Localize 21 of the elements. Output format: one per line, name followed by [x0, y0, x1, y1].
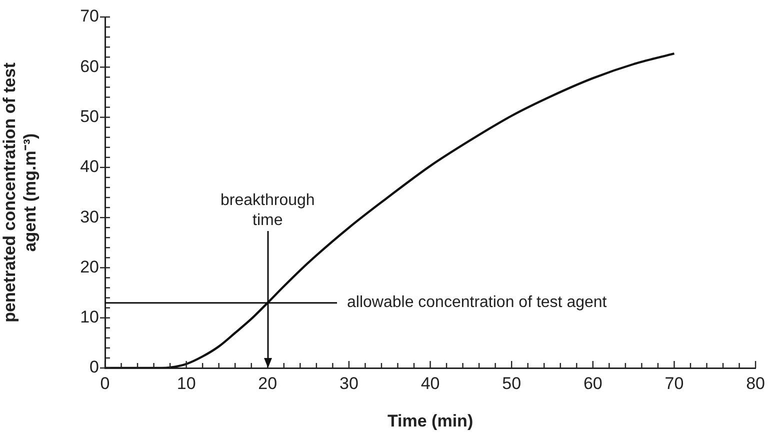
y-tick-label: 60: [80, 56, 99, 76]
y-tick-label: 70: [80, 6, 99, 26]
x-tick-label: 10: [176, 374, 196, 393]
y-tick-label: 30: [80, 207, 99, 226]
x-axis-title: Time (min): [387, 411, 474, 430]
y-tick-label: 0: [90, 358, 99, 377]
x-tick-label: 80: [746, 374, 766, 393]
x-tick-label: 30: [339, 374, 358, 393]
x-tick-label: 60: [583, 374, 602, 393]
x-tick-label: 40: [420, 374, 440, 393]
y-tick-label: 40: [80, 157, 99, 176]
y-tick-label: 10: [80, 308, 99, 327]
x-tick-label: 50: [502, 374, 522, 393]
x-tick-label: 70: [664, 374, 684, 393]
y-axis-title: penetrated concentration of test agent (mg.m⁻³): [0, 62, 40, 322]
y-tick-label: 20: [80, 257, 99, 276]
y-tick-label: 50: [80, 106, 99, 126]
ref-line-label: breakthrough time: [220, 192, 315, 229]
ref-line-label: allowable concentration of test agent: [347, 294, 608, 312]
line-series: [105, 52, 676, 368]
x-tick-label: 20: [258, 374, 278, 393]
